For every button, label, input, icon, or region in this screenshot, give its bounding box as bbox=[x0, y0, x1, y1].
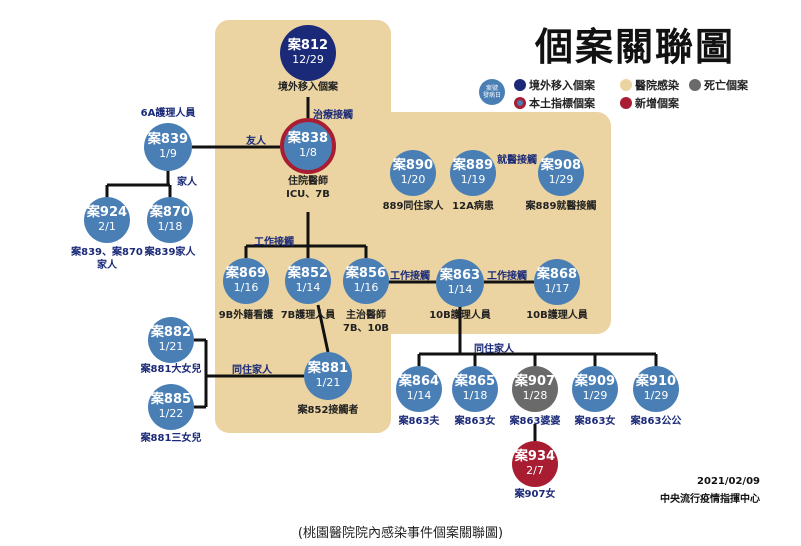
imported-dot-icon bbox=[514, 79, 526, 91]
case-label-908: 案889就醫接觸 bbox=[525, 201, 597, 212]
case-node-856: 案856 1/16 bbox=[343, 258, 389, 304]
case-node-890: 案890 1/20 bbox=[390, 150, 436, 196]
case-node-881: 案881 1/21 bbox=[304, 352, 352, 400]
case-label-885: 案881三女兒 bbox=[140, 433, 202, 444]
case-label-839: 6A護理人員 bbox=[140, 108, 196, 119]
edge-label-work-contact: 工作接觸 bbox=[254, 237, 294, 248]
legend-key-date: 發病日 bbox=[482, 92, 501, 99]
case-label-924: 案839、案870 家人 bbox=[71, 247, 143, 271]
case-label-868: 10B護理人員 bbox=[526, 310, 588, 321]
case-label-865: 案863女 bbox=[454, 416, 496, 427]
legend-local-index: 本土指標個案 bbox=[514, 95, 595, 111]
case-label-812: 境外移入個案 bbox=[278, 82, 338, 93]
edge-label-family: 家人 bbox=[177, 177, 197, 188]
case-label-910: 案863公公 bbox=[630, 416, 682, 427]
edge-label-medical-contact: 就醫接觸 bbox=[497, 155, 537, 166]
case-label-934: 案907女 bbox=[514, 489, 556, 500]
page-title: 個案關聯圖 bbox=[535, 25, 736, 69]
case-label-869: 9B外籍看護 bbox=[218, 310, 274, 321]
legend-key-icon: 案號 發病日 bbox=[479, 79, 505, 105]
edge-label-treatment: 治療接觸 bbox=[313, 110, 353, 121]
case-node-812: 案812 12/29 bbox=[280, 25, 336, 81]
footer-agency: 中央流行疫情指揮中心 bbox=[660, 494, 760, 505]
case-label-890: 889同住家人 bbox=[382, 201, 444, 212]
edge-852-881 bbox=[316, 304, 330, 353]
hospital-dot-icon bbox=[620, 79, 632, 91]
case-node-907: 案907 1/28 bbox=[512, 366, 558, 412]
edge-label-work-contact-2: 工作接觸 bbox=[390, 271, 430, 282]
edge-label-cohabiting: 同住家人 bbox=[232, 365, 272, 376]
case-node-869: 案869 1/16 bbox=[223, 258, 269, 304]
case-node-908: 案908 1/29 bbox=[538, 150, 584, 196]
edge-label-friend: 友人 bbox=[246, 136, 266, 147]
case-label-882: 案881大女兒 bbox=[140, 364, 202, 375]
case-node-870: 案870 1/18 bbox=[147, 197, 193, 243]
edge-label-cohabiting-2: 同住家人 bbox=[474, 344, 514, 355]
footer-date: 2021/02/09 bbox=[697, 476, 760, 487]
case-node-868: 案868 1/17 bbox=[534, 259, 580, 305]
case-label-889: 12A病患 bbox=[452, 201, 494, 212]
legend-death: 死亡個案 bbox=[689, 77, 748, 93]
case-node-864: 案864 1/14 bbox=[396, 366, 442, 412]
case-label-838: 住院醫師 ICU、7B bbox=[286, 176, 330, 200]
legend-hospital: 醫院感染 bbox=[620, 77, 679, 93]
case-label-856: 主治醫師 7B、10B bbox=[342, 310, 390, 334]
case-label-852: 7B護理人員 bbox=[280, 310, 336, 321]
case-label-907: 案863婆婆 bbox=[509, 416, 561, 427]
case-node-910: 案910 1/29 bbox=[633, 366, 679, 412]
case-node-934: 案934 2/7 bbox=[512, 441, 558, 487]
case-node-882: 案882 1/21 bbox=[148, 317, 194, 363]
legend-new-case: 新增個案 bbox=[620, 95, 679, 111]
new-case-dot-icon bbox=[620, 97, 632, 109]
case-node-839: 案839 1/9 bbox=[144, 123, 192, 171]
local-index-dot-icon bbox=[514, 97, 526, 109]
death-dot-icon bbox=[689, 79, 701, 91]
edge-label-work-contact-3: 工作接觸 bbox=[487, 271, 527, 282]
figure-caption: (桃園醫院院內感染事件個案關聯圖) bbox=[297, 526, 504, 541]
case-label-909: 案863女 bbox=[574, 416, 616, 427]
case-node-852: 案852 1/14 bbox=[285, 258, 331, 304]
case-node-909: 案909 1/29 bbox=[572, 366, 618, 412]
case-node-838: 案838 1/8 bbox=[280, 118, 336, 174]
case-node-924: 案924 2/1 bbox=[84, 197, 130, 243]
case-node-865: 案865 1/18 bbox=[452, 366, 498, 412]
case-node-885: 案885 1/22 bbox=[148, 384, 194, 430]
case-label-863: 10B護理人員 bbox=[429, 310, 491, 321]
hospital-zone-bottom bbox=[215, 325, 391, 433]
case-label-870: 案839家人 bbox=[144, 247, 196, 258]
case-label-864: 案863夫 bbox=[398, 416, 440, 427]
case-node-889: 案889 1/19 bbox=[450, 150, 496, 196]
legend-key-id: 案號 bbox=[485, 84, 498, 92]
case-node-863: 案863 1/14 bbox=[436, 259, 484, 307]
case-label-881: 案852接觸者 bbox=[297, 405, 359, 416]
legend-imported: 境外移入個案 bbox=[514, 77, 595, 93]
